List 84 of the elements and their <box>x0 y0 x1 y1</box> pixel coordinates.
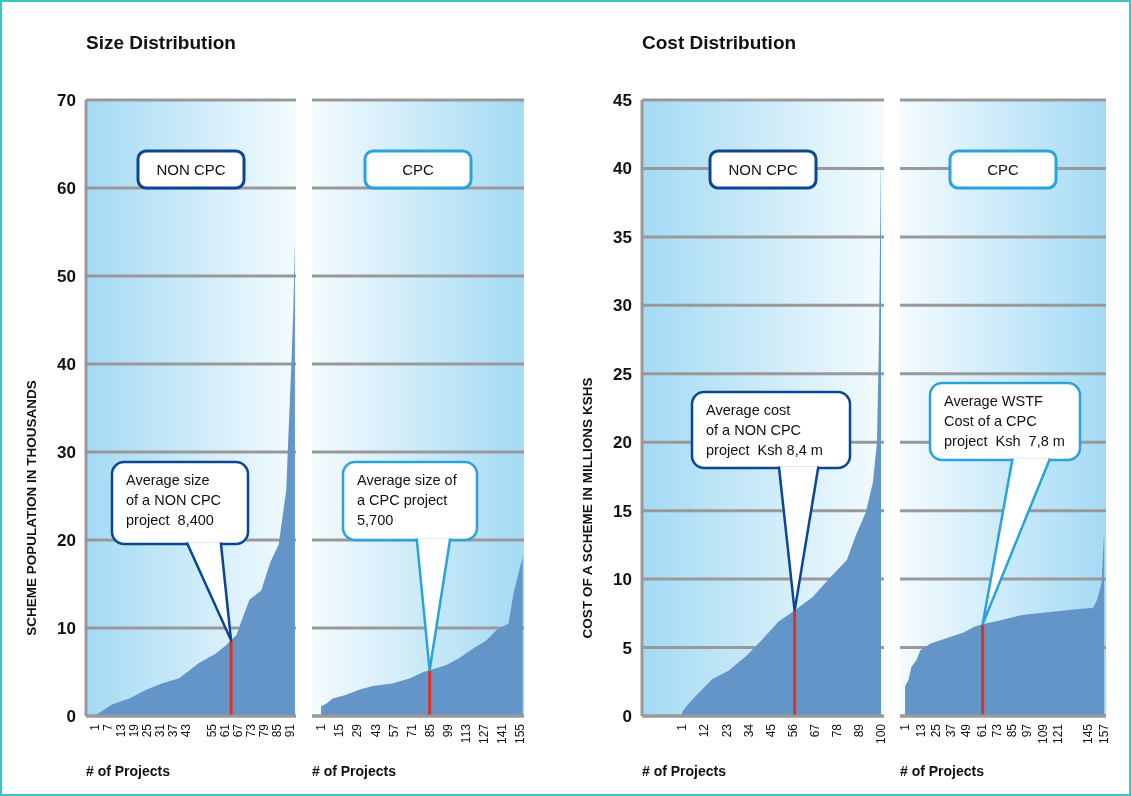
y-tick-label: 0 <box>622 706 632 726</box>
text: NON CPC <box>156 161 226 179</box>
x-axis-title: # of Projects <box>86 762 171 779</box>
annotation: Average cost of a NON CPC project Ksh 8,4 m <box>706 402 823 459</box>
y-tick-label: 30 <box>613 296 632 316</box>
y-axis-title: COST OF A SCHEME IN MILLIONS KSHS <box>580 377 595 639</box>
annotation: Average WSTF Cost of a CPC project Ksh 7,8 m <box>944 393 1065 450</box>
annotation: Average size of a NON CPC project 8,400 <box>126 472 222 529</box>
x-tick-label: 157 <box>1096 723 1111 745</box>
x-tick-label: 49 <box>959 723 974 738</box>
x-tick-label: 1 <box>898 723 913 731</box>
x-tick-label: 61 <box>974 723 989 738</box>
x-tick-label: 73 <box>989 723 1004 738</box>
x-tick-label: 34 <box>741 723 756 738</box>
x-tick-label: 23 <box>719 723 734 738</box>
x-tick-label: 79 <box>256 723 271 738</box>
x-tick-label: 99 <box>440 723 455 738</box>
x-tick-label: 127 <box>477 723 492 745</box>
x-tick-label: 113 <box>459 723 474 744</box>
x-tick-label: 57 <box>386 723 401 738</box>
x-tick-label: 85 <box>269 723 284 738</box>
x-tick-label: 61 <box>217 723 232 738</box>
x-tick-label: 97 <box>1020 723 1035 738</box>
x-tick-label: 25 <box>928 723 943 738</box>
x-tick-label: 1 <box>314 723 329 731</box>
x-tick-label: 7 <box>100 723 115 731</box>
x-tick-label: 155 <box>513 723 528 745</box>
x-tick-label: 19 <box>126 723 141 738</box>
x-tick-label: 43 <box>178 723 193 738</box>
x-tick-label: 25 <box>139 723 154 738</box>
chart-title: Size Distribution <box>86 31 236 53</box>
y-tick-label: 20 <box>57 530 76 550</box>
x-tick-label: 67 <box>230 723 245 738</box>
x-tick-label: 37 <box>944 723 959 738</box>
y-tick-label: 40 <box>613 159 632 179</box>
x-tick-label: 100 <box>874 723 889 745</box>
x-tick-label: 29 <box>350 723 365 738</box>
y-tick-label: 50 <box>57 266 76 286</box>
y-tick-label: 35 <box>613 227 632 247</box>
y-tick-label: 40 <box>57 354 76 374</box>
x-tick-label: 85 <box>1005 723 1020 738</box>
x-tick-label: 141 <box>495 723 510 745</box>
x-tick-label: 121 <box>1050 723 1065 745</box>
y-tick-label: 10 <box>57 618 76 638</box>
chart-title: Cost Distribution <box>642 31 797 53</box>
x-tick-label: 78 <box>830 723 845 738</box>
x-tick-label: 55 <box>204 723 219 738</box>
x-tick-label: 45 <box>763 723 778 738</box>
x-tick-label: 37 <box>165 723 180 738</box>
x-tick-label: 31 <box>152 723 167 738</box>
y-tick-label: 45 <box>613 90 632 110</box>
x-axis-title: # of Projects <box>642 762 727 779</box>
x-tick-label: 109 <box>1035 723 1050 745</box>
x-tick-label: 91 <box>282 723 297 738</box>
x-axis-title: # of Projects <box>312 762 397 779</box>
x-tick-label: 71 <box>404 723 419 738</box>
y-tick-label: 0 <box>66 706 76 726</box>
text: NON CPC <box>728 161 798 179</box>
annotation: Average size of a CPC project 5,700 <box>357 472 458 529</box>
x-tick-label: 85 <box>422 723 437 738</box>
text: CPC <box>987 161 1019 179</box>
x-tick-label: 12 <box>697 723 712 738</box>
x-tick-label: 73 <box>243 723 258 738</box>
x-tick-label: 43 <box>368 723 383 738</box>
y-tick-label: 15 <box>613 501 632 521</box>
y-tick-label: 70 <box>57 90 76 110</box>
x-axis-title: # of Projects <box>900 762 985 779</box>
x-tick-label: 15 <box>332 723 347 738</box>
y-axis-title: SCHEME POPULATION IN THOUSANDS <box>24 380 39 636</box>
y-tick-label: 30 <box>57 442 76 462</box>
x-tick-label: 1 <box>87 723 102 731</box>
y-tick-label: 60 <box>57 178 76 198</box>
y-tick-label: 20 <box>613 433 632 453</box>
y-tick-label: 10 <box>613 570 632 590</box>
x-tick-label: 56 <box>785 723 800 738</box>
text: CPC <box>402 161 434 179</box>
x-tick-label: 13 <box>113 723 128 738</box>
x-tick-label: 89 <box>852 723 867 738</box>
x-tick-label: 67 <box>807 723 822 738</box>
y-tick-label: 5 <box>622 638 632 658</box>
x-tick-label: 13 <box>913 723 928 738</box>
x-tick-label: 145 <box>1081 723 1096 745</box>
y-tick-label: 25 <box>613 364 632 384</box>
x-tick-label: 1 <box>675 723 690 731</box>
